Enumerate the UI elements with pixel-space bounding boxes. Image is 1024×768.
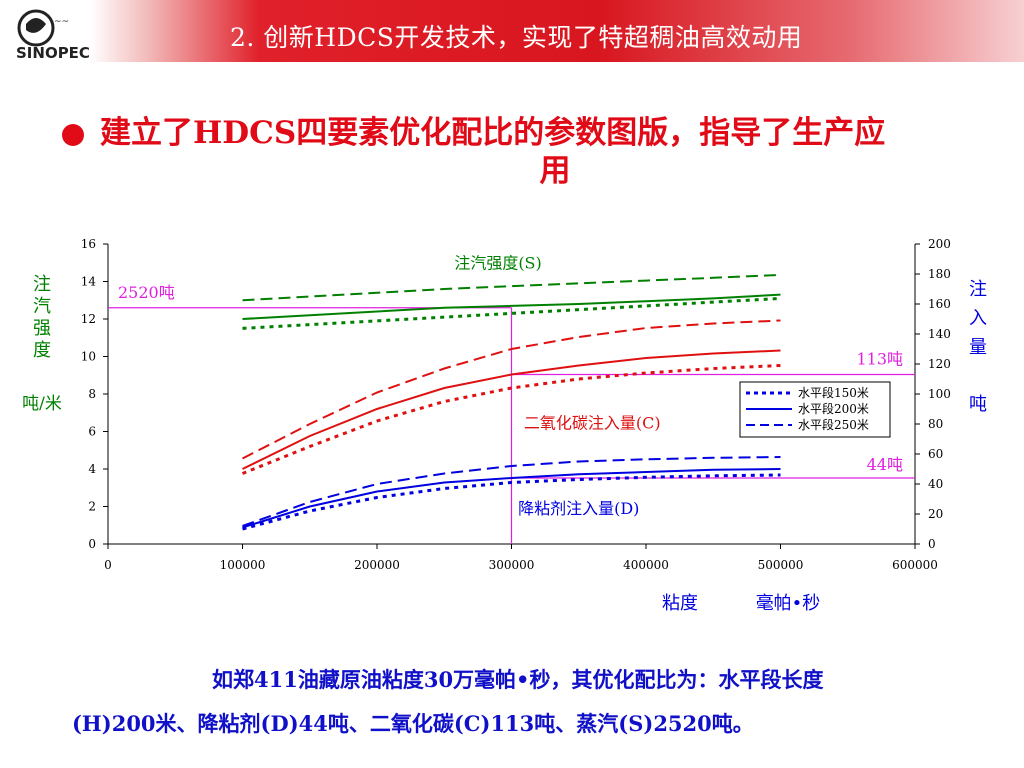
right-tick-label: 140	[928, 327, 951, 341]
series-annotation: 降粘剂注入量(D)	[518, 499, 639, 518]
left-tick-label: 16	[81, 237, 96, 251]
x-tick-label: 100000	[220, 558, 266, 572]
right-tick-label: 160	[928, 297, 951, 311]
left-axis-title-char: 注	[33, 274, 51, 295]
left-axis-unit: 吨/米	[22, 394, 62, 414]
series-line-s-dashed	[242, 273, 781, 302]
parameter-chart: 0 100000 200000 300000 400000 500000 600000 0 2 4…	[22, 237, 987, 614]
x-tick-label: 0	[104, 558, 112, 572]
x-axis-unit: 毫帕•秒	[756, 593, 821, 614]
x-tick-label: 200000	[354, 558, 400, 572]
reference-label-agent: 44吨	[867, 455, 903, 474]
caption-line-1: 如郑411油藏原油粘度30万毫帕•秒，其优化配比为：水平段长度	[212, 667, 824, 692]
reference-label-steam: 2520吨	[118, 283, 175, 302]
x-axis-title: 粘度	[662, 593, 698, 614]
right-axis-title-char: 量	[969, 337, 987, 358]
right-tick-label: 100	[928, 387, 951, 401]
legend-label: 水平段250米	[798, 417, 869, 432]
x-tick-label: 400000	[623, 558, 669, 572]
left-tick-label: 12	[81, 312, 96, 326]
bullet-text: 建立了HDCS四要素优化配比的参数图版，指导了生产应 用	[100, 114, 970, 190]
series-line-d-dotted	[242, 473, 781, 531]
left-tick-label: 2	[88, 500, 96, 514]
left-tick-label: 0	[88, 537, 96, 551]
reference-label-co2: 113吨	[856, 350, 903, 369]
series-annotation: 二氧化碳注入量(C)	[524, 414, 661, 433]
series-line-s-solid	[242, 293, 781, 320]
right-axis-title-char: 注	[969, 279, 987, 300]
right-tick-label: 180	[928, 267, 951, 281]
series-line-d-dashed	[242, 456, 781, 527]
right-tick-label: 200	[928, 237, 951, 251]
left-axis-title-char: 度	[33, 340, 51, 361]
sinopec-logo: ~~ SINOPEC	[12, 4, 104, 62]
logo-text: SINOPEC	[16, 44, 90, 62]
series-line-c-dashed	[242, 319, 781, 460]
header-bar: ~~ SINOPEC 2. 创新HDCS开发技术，实现了特超稠油高效动用	[0, 0, 1024, 62]
x-tick-label: 500000	[758, 558, 804, 572]
series-annotation: 注汽强度(S)	[454, 253, 541, 272]
bullet-line-2: 用	[539, 153, 571, 189]
left-tick-label: 4	[88, 462, 96, 476]
series-line-c-solid	[242, 349, 781, 470]
left-tick-label: 8	[88, 387, 96, 401]
right-tick-label: 120	[928, 357, 951, 371]
right-tick-label: 40	[928, 477, 943, 491]
right-tick-label: 20	[928, 507, 943, 521]
left-tick-label: 14	[81, 275, 97, 289]
left-tick-label: 6	[88, 425, 96, 439]
bullet-dot-icon	[62, 124, 84, 146]
series-line-d-solid	[242, 468, 781, 529]
page-title: 2. 创新HDCS开发技术，实现了特超稠油高效动用	[230, 23, 803, 52]
x-tick-label: 300000	[489, 558, 535, 572]
left-axis-title-char: 强	[33, 318, 51, 339]
right-tick-label: 60	[928, 447, 943, 461]
x-tick-label: 600000	[892, 558, 938, 572]
right-axis-unit: 吨	[969, 394, 987, 415]
legend-label: 水平段150米	[798, 385, 869, 400]
left-axis-title-char: 汽	[33, 296, 51, 317]
right-tick-label: 80	[928, 417, 943, 431]
legend-label: 水平段200米	[798, 401, 869, 416]
bullet-line-1: 建立了HDCS四要素优化配比的参数图版，指导了生产应	[100, 115, 886, 151]
caption-line-2: (H)200米、降粘剂(D)44吨、二氧化碳(C)113吨、蒸汽(S)2520吨…	[72, 711, 754, 736]
right-tick-label: 0	[928, 537, 936, 551]
left-tick-label: 10	[81, 350, 96, 364]
right-axis-title-char: 入	[969, 308, 987, 329]
svg-text:~~: ~~	[54, 17, 69, 27]
